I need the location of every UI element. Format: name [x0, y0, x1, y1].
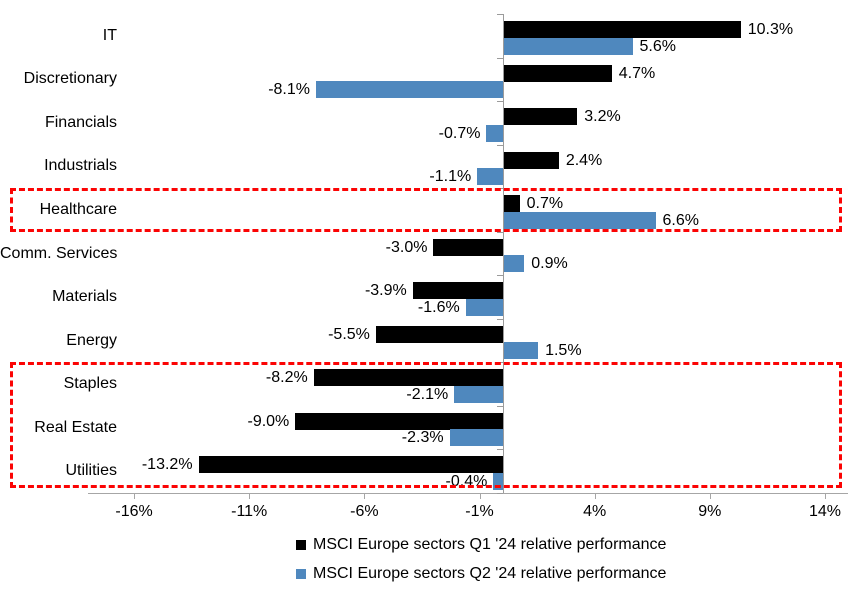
y-axis-tick: [496, 144, 503, 146]
category-label: Comm. Services: [0, 244, 118, 262]
x-axis-tick-label: -6%: [350, 503, 379, 520]
bar-q2: [503, 37, 633, 55]
value-label: -3.0%: [385, 238, 428, 256]
value-label: 0.7%: [526, 195, 564, 213]
y-axis-tick: [496, 57, 503, 59]
y-axis-tick: [496, 449, 503, 451]
bar-q1: [503, 195, 520, 213]
bar-q2: [503, 211, 656, 229]
y-axis-tick: [496, 405, 503, 407]
bar-q1: [503, 151, 559, 169]
y-axis-line: [502, 14, 504, 494]
bar-q2: [477, 168, 503, 186]
x-axis-tick-label: 14%: [808, 503, 841, 520]
bar-q1: [503, 108, 578, 126]
category-label: Utilities: [65, 462, 117, 480]
category-label: Industrials: [44, 157, 117, 175]
y-axis-tick: [496, 493, 503, 494]
highlight-box: [10, 362, 842, 488]
y-axis-tick: [496, 14, 503, 15]
category-label: IT: [102, 26, 117, 44]
x-axis-tick: [824, 494, 826, 499]
q2-series-swatch-icon: [296, 568, 306, 579]
y-axis-tick: [496, 275, 503, 277]
legend: MSCI Europe sectors Q1 '24 relative perf…: [296, 534, 666, 592]
x-axis-tick-label: 9%: [698, 503, 722, 520]
value-label: -9.0%: [247, 412, 290, 430]
x-axis-tick-label: -16%: [115, 503, 153, 520]
bar-q1: [412, 282, 503, 300]
bar-q1: [375, 325, 503, 343]
x-axis-tick: [249, 494, 251, 499]
x-axis-tick: [134, 494, 136, 499]
value-label: -2.1%: [406, 385, 449, 403]
category-label: Financials: [44, 113, 117, 131]
y-axis-tick: [496, 101, 503, 103]
bar-q1: [313, 369, 503, 387]
x-axis-tick-label: 4%: [583, 503, 607, 520]
value-label: 2.4%: [565, 151, 603, 169]
bar-q1: [503, 21, 741, 38]
value-label: 6.6%: [662, 211, 699, 229]
x-axis-tick: [479, 494, 481, 499]
value-label: 0.9%: [531, 255, 568, 273]
legend-label-q2: MSCI Europe sectors Q2 '24 relative perf…: [313, 564, 667, 582]
bar-q2: [503, 255, 525, 273]
plot-area: 10.3% 5.6% 4.7% -8.1% 3.2% -0.7% 2.4% -1.1% 0.7%…: [88, 14, 848, 520]
value-label: -1.1%: [429, 168, 472, 186]
x-axis-tick-label: -1%: [465, 503, 494, 520]
category-label: Energy: [66, 331, 117, 349]
x-axis-tick: [709, 494, 711, 499]
category-label: Real Estate: [34, 418, 117, 436]
category-label: Staples: [63, 375, 117, 393]
x-axis-line: [88, 493, 848, 494]
highlight-box: [10, 188, 842, 232]
bar-q2: [486, 124, 503, 142]
category-label: Materials: [52, 288, 117, 306]
value-label: 3.2%: [584, 108, 621, 126]
bar-q1: [198, 456, 503, 474]
value-label: 1.5%: [545, 342, 582, 360]
bar-q2: [465, 298, 503, 316]
value-label: -2.3%: [401, 429, 444, 447]
legend-item-q2: MSCI Europe sectors Q2 '24 relative perf…: [296, 563, 666, 584]
bar-q2: [493, 472, 503, 490]
value-label: 5.6%: [639, 37, 676, 55]
y-axis-tick: [496, 318, 503, 320]
x-axis-tick: [364, 494, 366, 499]
category-label: Healthcare: [39, 200, 117, 218]
value-label: -1.6%: [417, 298, 460, 316]
legend-label-q1: MSCI Europe sectors Q1 '24 relative perf…: [313, 535, 667, 553]
bar-q2: [449, 429, 503, 447]
value-label: 10.3%: [747, 21, 794, 38]
category-label: Discretionary: [23, 70, 117, 88]
value-label: 4.7%: [618, 64, 656, 82]
y-axis-tick: [496, 231, 503, 233]
value-label: -13.2%: [141, 456, 193, 474]
bar-q2: [454, 385, 503, 403]
bar-q2: [503, 342, 539, 360]
value-label: -3.9%: [364, 282, 407, 300]
legend-item-q1: MSCI Europe sectors Q1 '24 relative perf…: [296, 534, 666, 555]
q1-series-swatch-icon: [296, 539, 306, 550]
x-axis-tick-label: -11%: [231, 503, 268, 520]
x-axis-tick: [594, 494, 596, 499]
value-label: -8.2%: [265, 369, 308, 387]
bar-q2: [316, 81, 503, 99]
value-label: -5.5%: [328, 325, 370, 343]
bar-q1: [433, 238, 503, 256]
bar-q1: [295, 412, 503, 430]
bar-q1: [503, 64, 612, 82]
value-label: -8.1%: [268, 81, 310, 99]
value-label: -0.7%: [438, 124, 481, 142]
